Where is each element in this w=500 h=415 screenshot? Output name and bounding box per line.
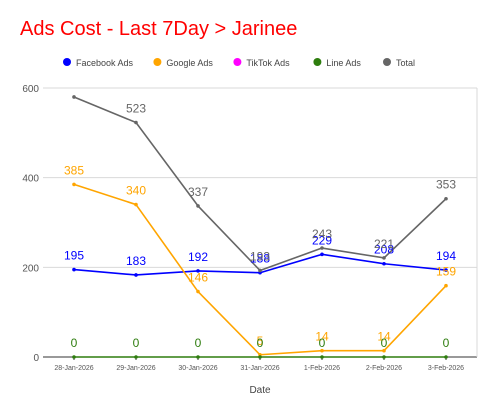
google-ads-data-label: 159	[436, 265, 456, 279]
x-tick-label: 28-Jan-2026	[54, 365, 93, 372]
x-tick-label: 1-Feb-2026	[304, 365, 340, 372]
x-tick-label: 31-Jan-2026	[240, 365, 279, 372]
line-ads-data-label: 0	[319, 336, 326, 350]
google-ads-point	[196, 289, 200, 294]
line-ads-point	[382, 355, 386, 359]
y-tick-label: 200	[22, 263, 39, 274]
google-ads-data-label: 340	[126, 184, 146, 198]
axes: 0 200 400 600 28-Jan-2026 29-Jan-2026 30-Jan-2…	[22, 84, 478, 372]
legend-label-tiktok-ads: TikTok Ads	[246, 58, 290, 68]
total-point	[382, 256, 386, 260]
data-labels: 195 183 192 188 229 208 194 385 340 146 5 14 14 159 0 0…	[64, 102, 456, 350]
y-tick-label: 0	[33, 353, 39, 364]
google-ads-point	[72, 182, 76, 187]
facebook-ads-point	[196, 269, 200, 273]
facebook-ads-point	[72, 267, 76, 272]
facebook-ads-point	[134, 273, 138, 277]
line-ads-point	[258, 355, 262, 359]
google-ads-data-label: 146	[188, 271, 208, 285]
x-tick-label: 30-Jan-2026	[178, 365, 217, 372]
google-ads-point	[444, 283, 448, 288]
line-ads-data-label: 0	[195, 336, 202, 350]
google-ads-point	[320, 348, 324, 353]
total-data-label: 337	[188, 185, 208, 199]
legend-marker-total	[383, 58, 391, 66]
google-ads-point	[134, 202, 138, 207]
total-data-label: 523	[126, 102, 146, 116]
total-point	[444, 196, 448, 201]
facebook-ads-point	[444, 268, 448, 272]
line-ads-point	[72, 355, 76, 359]
y-tick-label: 600	[22, 84, 39, 95]
total-data-label: 221	[374, 237, 394, 251]
facebook-ads-point	[382, 261, 386, 266]
facebook-ads-data-label: 195	[64, 249, 84, 263]
legend-label-google-ads: Google Ads	[166, 58, 213, 68]
facebook-ads-data-label: 208	[374, 243, 394, 257]
legend-label-total: Total	[396, 58, 415, 68]
google-ads-data-label: 14	[315, 330, 329, 344]
line-ads-data-label: 0	[443, 336, 450, 350]
x-tick-label: 2-Feb-2026	[366, 365, 402, 372]
legend-marker-facebook-ads	[63, 58, 71, 66]
google-ads-point	[382, 348, 386, 353]
x-tick-label: 3-Feb-2026	[428, 365, 464, 372]
google-ads-data-label: 14	[377, 330, 391, 344]
line-ads-data-label: 0	[71, 336, 78, 350]
line-ads-point	[196, 355, 200, 359]
legend-marker-line-ads	[313, 58, 322, 66]
facebook-ads-data-label: 192	[188, 250, 208, 264]
total-point	[134, 120, 138, 125]
total-data-label: 243	[312, 227, 332, 241]
google-ads-data-label: 5	[257, 334, 264, 348]
line-ads-point	[134, 355, 138, 359]
facebook-ads-data-label: 183	[126, 254, 146, 268]
total-point	[196, 204, 200, 208]
total-point	[72, 95, 76, 99]
line-ads-point	[444, 355, 448, 359]
line-ads-data-label: 0	[381, 336, 388, 350]
x-tick-label: 29-Jan-2026	[116, 365, 155, 372]
legend-label-facebook-ads: Facebook Ads	[76, 58, 134, 68]
line-ads-data-label: 0	[133, 336, 140, 350]
legend-marker-google-ads	[153, 58, 162, 66]
gridlines	[43, 87, 477, 268]
facebook-ads-data-label: 188	[250, 252, 270, 266]
facebook-ads-data-label: 194	[436, 249, 456, 263]
line-ads-point	[320, 355, 324, 359]
line-ads-data-label: 0	[257, 336, 264, 350]
chart-title: Ads Cost - Last 7Day > Jarinee	[20, 18, 298, 40]
facebook-ads-data-label: 229	[312, 233, 332, 247]
x-axis-title: Date	[249, 385, 271, 396]
total-point	[320, 246, 324, 250]
series-lines	[73, 96, 447, 358]
total-data-label: 353	[436, 178, 456, 192]
y-tick-label: 400	[22, 174, 39, 185]
google-ads-data-label: 385	[64, 163, 84, 177]
legend-marker-tiktok-ads	[233, 58, 242, 66]
facebook-ads-point	[320, 252, 324, 257]
legend: Facebook Ads Google Ads TikTok Ads Line Ads…	[63, 58, 415, 68]
legend-label-line-ads: Line Ads	[326, 58, 361, 68]
total-point	[258, 268, 262, 273]
total-data-label: 193	[250, 249, 270, 263]
data-points	[72, 95, 448, 359]
